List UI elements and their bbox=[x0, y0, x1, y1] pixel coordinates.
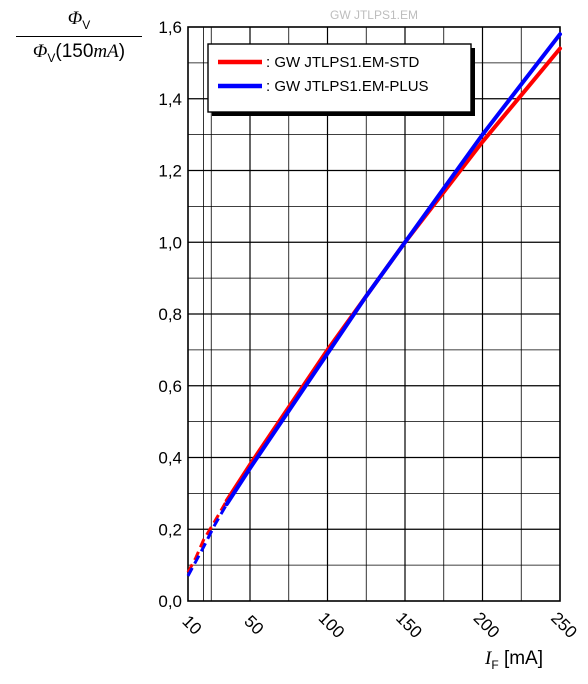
y-tick-label: 0,2 bbox=[158, 520, 182, 539]
y-label-fraction-bar bbox=[16, 35, 142, 38]
y-tick-label: 1,4 bbox=[158, 90, 182, 109]
series-2 bbox=[186, 32, 562, 577]
series-layer bbox=[186, 32, 562, 577]
legend-label: : GW JTLPS1.EM-PLUS bbox=[266, 78, 429, 95]
y-tick-label: 0,4 bbox=[158, 449, 182, 468]
y-tick-label: 1,2 bbox=[158, 162, 182, 181]
y-label-numerator: ΦV bbox=[67, 8, 91, 32]
legend: : GW JTLPS1.EM-STD : GW JTLPS1.EM-PLUS bbox=[207, 43, 475, 116]
x-tick-label: 50 bbox=[240, 612, 267, 639]
x-tick-label: 200 bbox=[470, 608, 503, 641]
x-tick-label: 250 bbox=[547, 608, 580, 641]
series-line-solid bbox=[224, 32, 562, 507]
grid bbox=[187, 26, 561, 602]
x-tick-label: 150 bbox=[392, 608, 425, 641]
x-axis-label: IF [mA] bbox=[485, 648, 544, 672]
y-axis-label: ΦV ΦV(150mA) bbox=[14, 8, 144, 66]
y-tick-label: 0,8 bbox=[158, 305, 182, 324]
x-tick-label: 10 bbox=[178, 612, 205, 639]
legend-box bbox=[207, 43, 472, 113]
plot-frame bbox=[187, 26, 561, 602]
chart-title: GW JTLPS1.EM bbox=[330, 8, 418, 22]
legend-label: : GW JTLPS1.EM-STD bbox=[266, 54, 420, 71]
x-tick-label: 100 bbox=[315, 608, 348, 641]
y-tick-label: 1,6 bbox=[158, 18, 182, 37]
y-tick-label: 0,6 bbox=[158, 377, 182, 396]
series-line-solid bbox=[224, 46, 562, 503]
y-label-denominator: ΦV(150mA) bbox=[32, 41, 126, 65]
series-line-dashed bbox=[186, 499, 229, 574]
series-line-dashed bbox=[186, 503, 229, 577]
y-tick-label: 1,0 bbox=[158, 233, 182, 252]
y-tick-label: 0,0 bbox=[158, 592, 182, 611]
